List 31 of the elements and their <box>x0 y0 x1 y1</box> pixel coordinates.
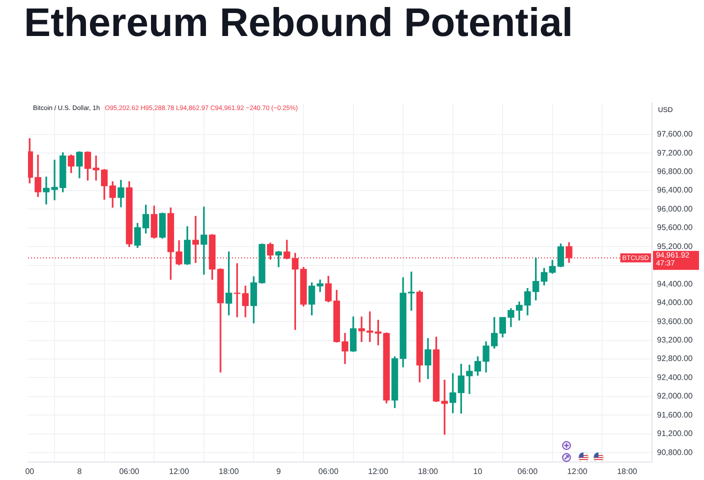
y-tick-label: 93,200.00 <box>657 336 694 345</box>
y-tick-label: 92,000.00 <box>657 392 694 401</box>
y-tick-label: 95,200.00 <box>657 242 694 251</box>
x-tick-label: 12:00 <box>567 467 588 476</box>
x-tick-label: 18:00 <box>617 467 638 476</box>
x-tick-label: 9 <box>276 467 282 476</box>
x-tick-label: 06:00 <box>518 467 538 476</box>
chart-title: Ethereum Rebound Potential <box>24 1 573 45</box>
y-tick-label: 92,800.00 <box>657 354 694 364</box>
y-tick-label: 94,000.00 <box>657 298 694 308</box>
x-tick-label: 12:00 <box>169 467 190 476</box>
x-tick-label: 06:00 <box>318 467 339 476</box>
x-tick-label: 18:00 <box>218 467 240 476</box>
y-tick-label: 96,800.00 <box>657 167 694 176</box>
x-tick-label: 12:00 <box>368 467 389 476</box>
x-tick-label: 10 <box>473 467 483 476</box>
y-tick-label: 93,600.00 <box>657 316 694 326</box>
y-tick-label: 97,200.00 <box>657 148 694 158</box>
y-tick-label: 96,000.00 <box>657 204 694 214</box>
y-tick-label: 91,200.00 <box>657 429 694 438</box>
y-tick-label: 95,600.00 <box>657 223 694 232</box>
x-tick-label: 06:00 <box>119 467 140 476</box>
y-tick-label: 91,600.00 <box>657 410 694 420</box>
y-tick-label: 96,400.00 <box>657 186 694 195</box>
y-tick-label: 94,400.00 <box>657 279 694 288</box>
y-tick-label: 97,600.00 <box>657 130 694 139</box>
y-tick-label: 90,800.00 <box>657 448 694 457</box>
x-tick-label: 00 <box>25 467 35 476</box>
x-tick-label: 18:00 <box>418 467 439 476</box>
y-tick-label: 92,400.00 <box>657 372 694 382</box>
x-tick-label: 8 <box>77 467 82 476</box>
